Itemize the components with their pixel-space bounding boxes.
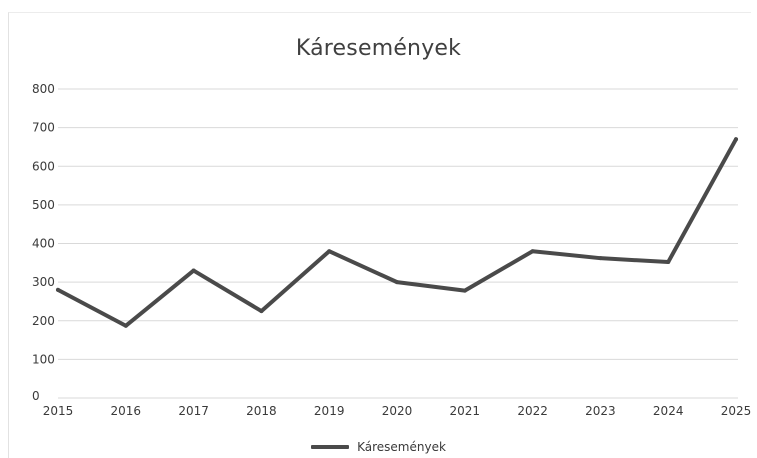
x-axis: 2015 2016 2017 2018 2019 2020 2021 2022 2023 2024…: [43, 404, 752, 418]
x-tick-label: 2024: [653, 404, 684, 418]
data-point: [395, 280, 399, 285]
y-tick-label: 800: [32, 82, 55, 96]
data-point: [123, 323, 128, 328]
y-tick-label: 200: [32, 314, 55, 328]
x-tick-label: 2022: [517, 404, 548, 418]
y-tick-label: 400: [32, 237, 55, 251]
data-point: [327, 249, 332, 254]
data-point: [56, 287, 60, 292]
series-line: [56, 137, 738, 328]
gridlines: [58, 88, 738, 399]
data-point: [598, 256, 603, 261]
x-tick-label: 2019: [314, 404, 345, 418]
y-tick-label: 500: [32, 198, 55, 212]
x-tick-label: 2016: [111, 404, 142, 418]
data-point: [666, 260, 671, 265]
x-tick-label: 2021: [450, 404, 481, 418]
chart-title: Káresemények: [295, 36, 462, 61]
y-tick-label: 300: [32, 275, 55, 289]
y-tick-label: 100: [32, 352, 55, 366]
data-point: [734, 137, 738, 142]
legend-label: Káresemények: [357, 440, 446, 454]
x-tick-label: 2023: [585, 404, 616, 418]
y-tick-label: 700: [32, 121, 55, 135]
x-tick-label: 2018: [246, 404, 277, 418]
x-tick-label: 2017: [178, 404, 209, 418]
data-point: [259, 309, 264, 314]
legend: Káresemények: [0, 440, 757, 454]
series-group: [56, 137, 738, 328]
y-axis: 0 100 200 300 400 500 600 700 800: [32, 82, 55, 403]
y-tick-label: 0: [32, 389, 40, 403]
data-point: [462, 288, 467, 293]
data-point: [191, 268, 196, 273]
y-tick-label: 600: [32, 159, 55, 173]
x-tick-label: 2015: [43, 404, 74, 418]
x-tick-label: 2025: [721, 404, 752, 418]
legend-swatch: [311, 445, 350, 449]
data-point: [530, 249, 535, 254]
x-tick-label: 2020: [382, 404, 413, 418]
